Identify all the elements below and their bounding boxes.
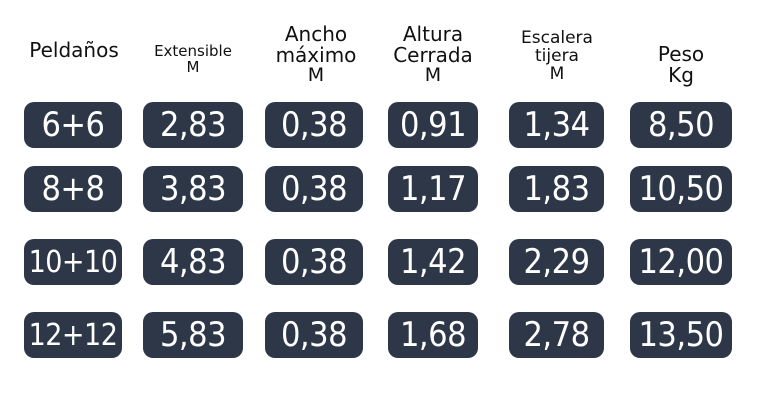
header-escalera-line-2: tijera (535, 45, 579, 66)
cell-escalera: 2,29 (509, 239, 604, 285)
cell-escalera: 2,78 (509, 312, 604, 358)
cell-extensible: 2,83 (143, 102, 243, 148)
header-escalera-line-1: Escalera (521, 28, 593, 48)
cell-altura: 1,17 (388, 166, 478, 212)
cell-peldanos: 6+6 (24, 102, 122, 148)
cell-altura: 1,42 (388, 239, 478, 285)
header-ancho-line-1: Ancho (284, 22, 348, 46)
cell-peso: 12,00 (630, 239, 732, 285)
header-escalera: Escalera tijera M (502, 28, 612, 102)
cell-peldanos: 10+10 (24, 239, 122, 285)
header-extensible-line-1: Extensible (154, 42, 232, 60)
cell-ancho: 0,38 (265, 239, 363, 285)
cell-peso: 13,50 (630, 312, 732, 358)
header-extensible: Extensible M (143, 42, 243, 116)
header-altura-line-3: M (424, 64, 442, 86)
cell-peso: 10,50 (630, 166, 732, 212)
cell-escalera: 1,83 (509, 166, 604, 212)
cell-extensible: 5,83 (143, 312, 243, 358)
header-peso-line-1: Peso (657, 42, 705, 66)
cell-extensible: 4,83 (143, 239, 243, 285)
header-peldanos-line-1: Peldaños (29, 38, 119, 62)
cell-altura: 0,91 (388, 102, 478, 148)
cell-peldanos: 8+8 (24, 166, 122, 212)
header-altura-line-2: Cerrada (393, 43, 473, 67)
header-altura: Altura Cerrada M (383, 24, 483, 96)
header-peldanos: Peldaños (22, 40, 126, 112)
cell-peldanos: 12+12 (24, 312, 122, 358)
header-ancho-line-3: M (307, 64, 325, 86)
cell-altura: 1,68 (388, 312, 478, 358)
header-peso-line-2: Kg (668, 63, 694, 87)
header-extensible-line-2: M (186, 57, 200, 76)
cell-ancho: 0,38 (265, 102, 363, 148)
cell-escalera: 1,34 (509, 102, 604, 148)
cell-ancho: 0,38 (265, 312, 363, 358)
header-altura-line-1: Altura (402, 22, 464, 46)
cell-extensible: 3,83 (143, 166, 243, 212)
cell-peso: 8,50 (630, 102, 732, 148)
cell-ancho: 0,38 (265, 166, 363, 212)
header-ancho-line-2: máximo (275, 43, 357, 67)
header-ancho: Ancho máximo M (263, 24, 369, 96)
header-escalera-line-3: M (549, 63, 565, 84)
header-peso: Peso Kg (630, 44, 732, 116)
